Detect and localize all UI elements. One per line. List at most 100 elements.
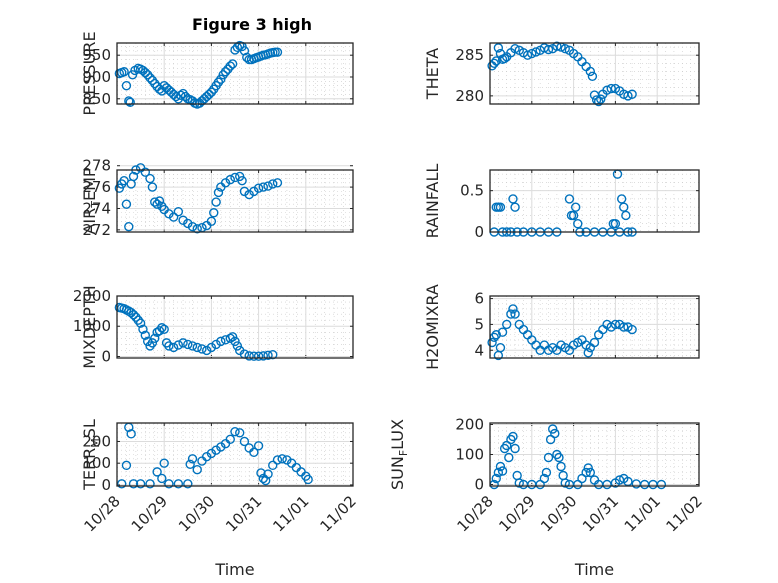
data-point — [548, 424, 558, 434]
data-point — [522, 50, 533, 60]
data-point — [585, 66, 596, 77]
data-point — [178, 338, 188, 348]
data-point — [159, 458, 169, 468]
y-axis-label: TERRMSL — [80, 419, 102, 491]
data-point — [556, 461, 566, 472]
data-point — [230, 336, 240, 347]
data-point — [495, 342, 506, 353]
y-tick-label: 950 — [82, 46, 111, 64]
data-point — [570, 202, 581, 212]
data-point — [303, 474, 313, 485]
data-point — [568, 210, 579, 221]
data-point — [244, 189, 254, 200]
data-point — [514, 478, 524, 488]
data-point — [124, 96, 134, 106]
x-tick-label: 10/28 — [454, 492, 497, 535]
y-axis-label: AIRTEMP — [80, 167, 102, 234]
data-point — [225, 434, 235, 444]
data-point — [554, 452, 564, 463]
axes-box — [116, 422, 354, 487]
data-point — [272, 178, 283, 188]
y-tick-label: 2000 — [73, 287, 111, 305]
y-tick-label: 285 — [455, 46, 484, 64]
y-tick-label: 278 — [82, 157, 111, 175]
data-point — [495, 202, 506, 212]
data-point — [168, 212, 179, 222]
data-point — [249, 186, 259, 197]
y-tick-label: 274 — [82, 199, 111, 217]
data-point — [145, 173, 155, 184]
data-point — [583, 348, 593, 358]
data-point — [491, 56, 501, 66]
y-axis-label: THETA — [423, 48, 442, 100]
data-point — [187, 221, 198, 232]
data-point — [164, 479, 174, 489]
y-tick-label: 6 — [474, 290, 484, 308]
data-point — [495, 461, 506, 472]
data-point — [173, 206, 184, 217]
axes-box — [489, 422, 700, 487]
data-point — [573, 219, 583, 229]
data-point — [209, 208, 219, 218]
data-point — [623, 91, 633, 101]
figure-title: Figure 3 high — [192, 15, 312, 34]
data-point — [213, 187, 224, 198]
data-point — [589, 337, 600, 348]
data-point — [192, 465, 202, 475]
data-point — [263, 350, 273, 360]
data-point — [225, 61, 235, 71]
data-point — [206, 216, 217, 227]
data-point — [258, 182, 269, 192]
x-tick-label: 10/31 — [579, 492, 622, 535]
data-point — [560, 43, 570, 54]
data-point — [150, 197, 160, 207]
y-axis-label: H2OMIXRA — [423, 284, 442, 370]
data-point — [124, 221, 134, 232]
data-point — [239, 436, 250, 447]
y-tick-label: 0 — [101, 347, 111, 365]
data-point — [227, 59, 238, 69]
axes-box — [116, 42, 354, 105]
data-point — [249, 351, 259, 361]
data-point — [497, 466, 508, 476]
data-point — [616, 194, 627, 204]
data-point — [138, 324, 148, 334]
data-point — [510, 443, 520, 454]
x-tick-label: 11/02 — [663, 492, 706, 535]
data-point — [211, 197, 221, 207]
data-point — [147, 338, 158, 348]
data-point — [197, 344, 207, 354]
y-tick-label: 4 — [474, 341, 484, 359]
data-point — [173, 479, 184, 489]
data-point — [206, 342, 217, 353]
data-point — [560, 478, 570, 488]
y-tick-label: 100 — [455, 446, 484, 464]
x-tick-label: 10/29 — [128, 492, 171, 535]
data-point — [508, 431, 518, 442]
data-point — [627, 324, 637, 335]
y-axis-label: RAINFALL — [423, 164, 442, 239]
data-point — [187, 341, 198, 351]
data-point — [552, 41, 562, 51]
y-tick-label: 0 — [474, 223, 484, 241]
data-point — [550, 428, 560, 439]
data-point — [164, 341, 174, 351]
axes-background — [117, 170, 353, 232]
subplot-rainfall: 0 0.5 RAINFALL — [423, 164, 700, 241]
y-tick-label: 100 — [82, 454, 111, 472]
y-tick-label: 900 — [82, 68, 111, 86]
data-point — [220, 178, 231, 188]
data-point — [192, 342, 202, 353]
data-point — [183, 479, 193, 489]
axes-box — [489, 295, 700, 359]
x-tick-label: 11/01 — [621, 492, 664, 535]
y-tick-label: 850 — [82, 90, 111, 108]
y-tick-label: 276 — [82, 178, 111, 196]
data-point — [596, 94, 606, 104]
y-tick-label: 272 — [82, 221, 111, 239]
data-point — [606, 83, 616, 94]
axes-box — [116, 169, 354, 233]
